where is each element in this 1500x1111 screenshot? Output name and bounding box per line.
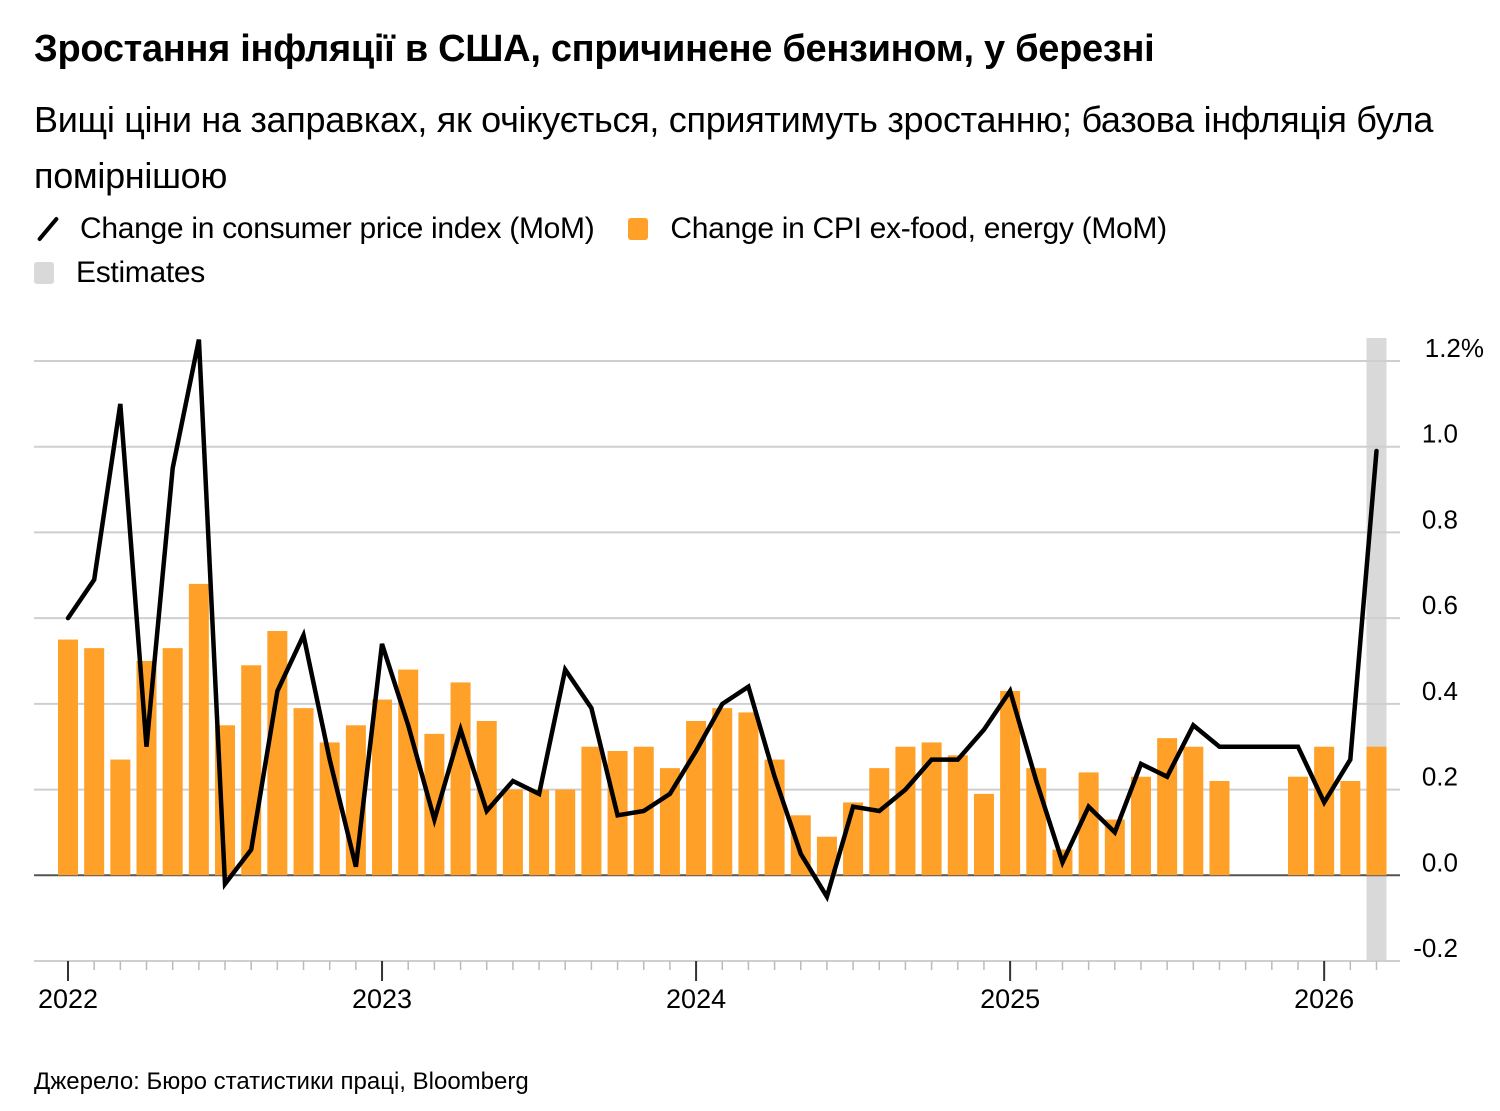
source-note: Джерело: Бюро статистики праці, Bloomber… — [34, 1068, 529, 1095]
core-cpi-bar — [947, 755, 968, 876]
legend-label: Change in consumer price index (MoM) — [80, 212, 595, 245]
core-cpi-bar — [502, 789, 523, 876]
legend-label: Estimates — [76, 256, 206, 289]
y-tick-label: 0.0 — [1422, 847, 1458, 877]
core-cpi-bar — [84, 648, 105, 876]
chart-plot: 1.2% 1.0 0.8 0.6 0.4 0.2 0.0 -0.2 2022 2023 2024 20… — [34, 333, 1484, 1014]
core-cpi-bar — [1000, 691, 1021, 876]
core-cpi-bar — [188, 583, 209, 876]
core-cpi-bar — [921, 742, 942, 876]
core-cpi-bar — [555, 789, 576, 876]
core-cpi-bar — [293, 708, 314, 876]
x-tick-label: 2023 — [352, 984, 412, 1014]
y-tick-label: 0.8 — [1422, 504, 1458, 534]
bar-swatch-icon — [628, 218, 649, 240]
core-cpi-bar — [110, 759, 131, 876]
core-cpi-bar — [1209, 781, 1230, 876]
legend-item-core: Change in CPI ex-food, energy (MoM) — [628, 212, 1167, 246]
core-cpi-bar — [424, 733, 445, 876]
legend-label: Change in CPI ex-food, energy (MoM) — [670, 212, 1167, 245]
shade-swatch-icon — [34, 262, 54, 284]
core-cpi-bar — [895, 746, 916, 876]
core-cpi-bar — [1130, 776, 1151, 876]
x-tick-label: 2025 — [980, 984, 1040, 1014]
core-cpi-bar — [581, 746, 602, 876]
core-cpi-bar — [1287, 776, 1308, 876]
chart-title: Зростання інфляції в США, спричинене бен… — [34, 28, 1155, 70]
x-tick-label: 2022 — [38, 984, 98, 1014]
x-tick-label: 2026 — [1294, 984, 1354, 1014]
core-cpi-bar — [1340, 781, 1361, 876]
x-tick-label: 2024 — [666, 984, 726, 1014]
core-cpi-bar — [1183, 746, 1204, 876]
core-cpi-bar — [450, 682, 471, 876]
core-cpi-bar — [398, 669, 419, 876]
core-cpi-bar — [816, 836, 837, 876]
core-cpi-bar — [58, 639, 78, 876]
legend-row-1: Change in consumer price index (MoM) Cha… — [34, 212, 1201, 246]
core-cpi-bar — [973, 793, 994, 876]
core-cpi-bar — [1314, 746, 1335, 876]
y-tick-label: -0.2 — [1413, 933, 1458, 963]
core-cpi-bar — [529, 789, 550, 876]
y-tick-label: 1.0 — [1422, 419, 1458, 449]
legend-row-2: Estimates — [34, 256, 239, 290]
core-cpi-bar — [372, 699, 393, 876]
core-cpi-bar — [1366, 746, 1387, 876]
cpi-line — [65, 339, 1379, 903]
core-cpi-bar — [162, 648, 183, 876]
y-tick-label: 0.2 — [1422, 762, 1458, 792]
core-cpi-bar — [1104, 819, 1125, 876]
legend-item-cpi: Change in consumer price index (MoM) — [34, 212, 595, 246]
core-cpi-bar — [686, 721, 707, 876]
y-tick-label: 0.4 — [1422, 676, 1458, 706]
core-cpi-bar — [712, 708, 733, 876]
core-cpi-bar — [869, 768, 890, 876]
legend-item-estimates: Estimates — [34, 256, 205, 290]
y-tick-label: 0.6 — [1422, 590, 1458, 620]
core-cpi-bar — [476, 721, 497, 876]
core-cpi-bar — [738, 712, 759, 876]
core-cpi-bar — [267, 631, 288, 876]
core-cpi-bar — [1078, 772, 1099, 876]
chart-subtitle: Вищі ціни на заправках, як очікується, с… — [34, 99, 1434, 196]
y-tick-label: 1.2% — [1425, 333, 1484, 363]
